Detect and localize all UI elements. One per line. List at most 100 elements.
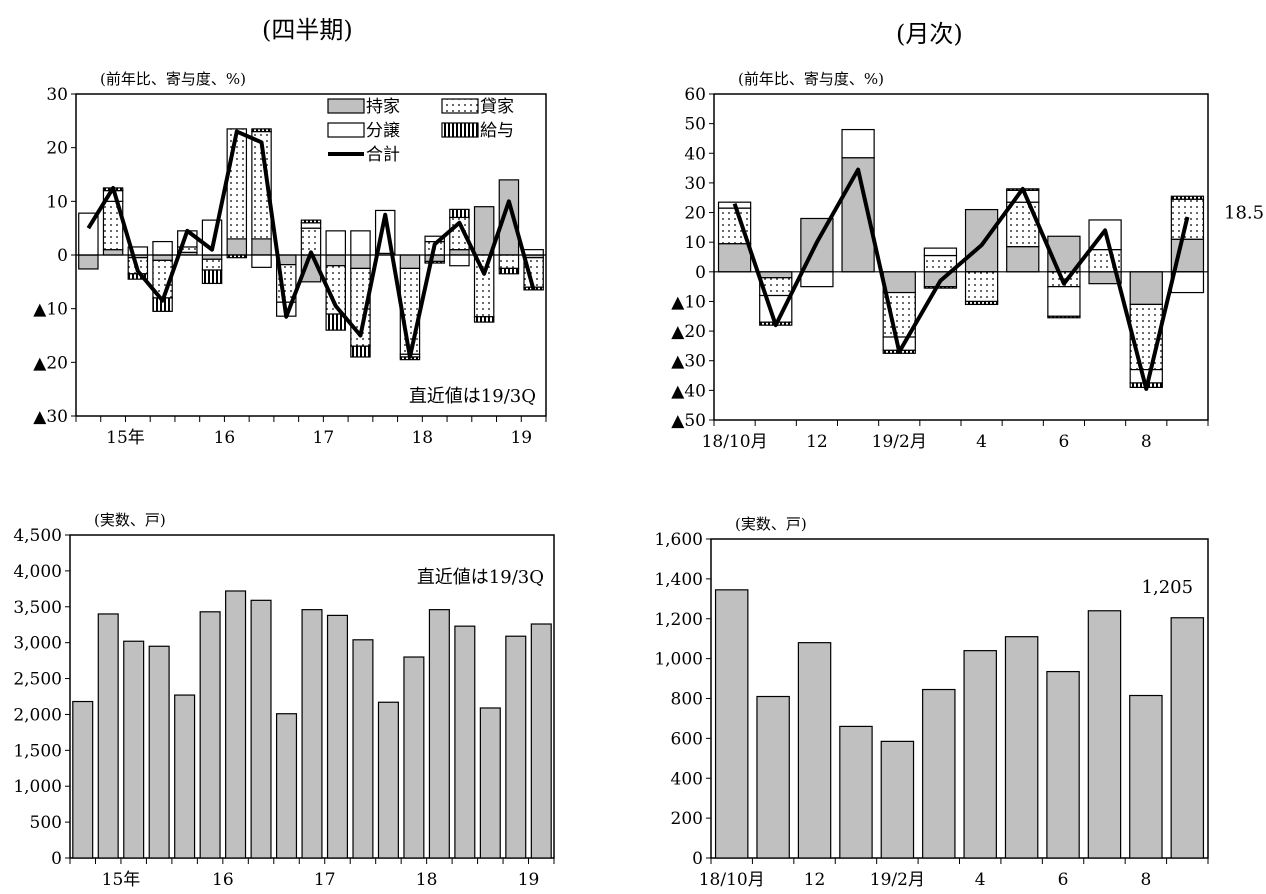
q_contrib-bar-持家-15 — [449, 249, 470, 256]
q_actual-ytick-label: 4,000 — [13, 562, 62, 582]
q_actual-bar-15 — [454, 625, 476, 859]
q_contrib-bar-分譲-11 — [350, 230, 371, 256]
m_contrib-ytick-label: 0 — [695, 263, 706, 283]
m_actual-bar-6 — [963, 650, 997, 859]
q_contrib-bar-給与-15 — [449, 208, 470, 219]
q_contrib-ytick-label: 10 — [46, 192, 68, 212]
q_contrib-bar-持家-16 — [473, 206, 495, 256]
m_actual-bar-7 — [1004, 636, 1039, 859]
m_actual-bar-9 — [1087, 610, 1122, 859]
q_actual-ytick-label: 2,000 — [13, 705, 62, 725]
q_contrib-xtick-label: 18 — [411, 428, 433, 448]
q_contrib-ytick-label: ▲10 — [33, 300, 68, 320]
m_contrib-bar-分譲-5 — [923, 247, 958, 257]
q_contrib-xtick-label: 17 — [313, 428, 335, 448]
q_actual-xtick-label: 18 — [416, 870, 438, 890]
m_contrib-ytick-label: ▲50 — [671, 411, 706, 431]
m_actual-bar-3 — [839, 725, 873, 859]
m_contrib-bar-持家-4 — [882, 271, 916, 294]
q_contrib-bar-持家-0 — [78, 254, 99, 270]
q_actual-bar-18 — [530, 623, 552, 859]
m_contrib-bar-給与-5 — [923, 286, 958, 289]
m_actual-unit-label: (実数、戸) — [735, 515, 807, 533]
m_actual-ytick-label: 200 — [671, 809, 703, 829]
q_actual-bar-6 — [225, 590, 247, 859]
m_contrib-bar-貸家-6 — [964, 271, 999, 303]
m_contrib-ytick-label: 40 — [684, 144, 706, 164]
m_actual-ytick-label: 400 — [671, 769, 703, 789]
q_contrib-bar-給与-9 — [300, 219, 322, 224]
q_contrib-bar-給与-7 — [251, 128, 272, 133]
m_contrib-bar-分譲-2 — [800, 271, 834, 288]
m_contrib-bar-給与-6 — [964, 300, 999, 306]
q_contrib-bar-持家-1 — [102, 249, 124, 256]
legend-swatch-貸家 — [441, 98, 479, 114]
q_contrib-bar-持家-3 — [152, 254, 173, 261]
q_contrib-bar-分譲-3 — [152, 240, 173, 256]
m_actual-xtick-label: 18/10月 — [699, 870, 765, 890]
q_actual-xtick-label: 17 — [314, 870, 336, 890]
q_actual-bar-7 — [250, 599, 272, 859]
q_actual-bar-4 — [174, 694, 196, 859]
q_contrib-bar-持家-10 — [325, 254, 346, 267]
q_actual-bar-2 — [123, 640, 145, 859]
legend-label-給与: 給与 — [480, 121, 514, 141]
m_contrib-ytick-label: 30 — [684, 174, 706, 194]
q_contrib-bar-持家-13 — [399, 254, 421, 270]
q_actual-bar-5 — [199, 611, 221, 859]
q_contrib-bar-分譲-10 — [325, 230, 346, 256]
m_actual-xtick-label: 12 — [804, 870, 826, 890]
q_contrib-ytick-label: 30 — [46, 85, 68, 105]
m_actual-ytick-label: 600 — [671, 729, 703, 749]
m_actual-xtick-label: 8 — [1140, 870, 1151, 890]
q_actual-bar-11 — [352, 639, 374, 859]
m_contrib-ytick-label: ▲10 — [671, 292, 706, 312]
m_actual-bar-11 — [1170, 617, 1205, 859]
q_actual-xtick-label: 15年 — [102, 870, 141, 890]
q_contrib-bar-分譲-14 — [424, 235, 445, 243]
m_contrib-total-line — [732, 167, 1190, 391]
m_contrib-xtick-label: 12 — [806, 432, 828, 452]
q_contrib-xtick-label: 15年 — [106, 428, 145, 448]
m_contrib-bar-分譲-11 — [1170, 271, 1205, 294]
m_contrib-xtick-label: 19/2月 — [872, 432, 927, 452]
q_contrib-bar-給与-17 — [498, 267, 520, 275]
q_contrib-bar-給与-16 — [473, 316, 495, 323]
legend-label-貸家: 貸家 — [480, 97, 514, 117]
m_contrib-xtick-label: 4 — [976, 432, 987, 452]
q_actual-ytick-label: 3,000 — [13, 634, 62, 654]
q_actual-ytick-label: 3,500 — [13, 598, 62, 618]
m_actual-bar-1 — [756, 695, 790, 859]
m_contrib-bar-持家-7 — [1006, 246, 1040, 273]
m_actual-xtick-label: 4 — [975, 870, 986, 890]
q_actual-ytick-label: 0 — [51, 849, 62, 869]
m_contrib-bar-持家-0 — [717, 243, 752, 273]
q_contrib-bar-持家-5 — [201, 254, 223, 260]
q_actual-bar-16 — [479, 707, 501, 859]
q_contrib-bar-持家-11 — [350, 254, 371, 270]
q_actual-ytick-label: 1,500 — [13, 741, 62, 761]
m_actual-ytick-label: 0 — [692, 849, 703, 869]
q_actual-ytick-label: 2,500 — [13, 670, 62, 690]
q_contrib-note: 直近値は19/3Q — [409, 386, 536, 407]
m_actual-bar-4 — [880, 740, 915, 859]
q_actual-ytick-label: 1,000 — [13, 777, 62, 797]
q_contrib-bar-分譲-15 — [449, 254, 470, 267]
q_contrib-bar-分譲-7 — [251, 254, 272, 268]
m_actual-ytick-label: 1,400 — [654, 570, 703, 590]
q_actual-bar-1 — [97, 613, 119, 859]
q_actual-ytick-label: 4,500 — [13, 526, 62, 546]
q_actual-xtick-label: 19 — [518, 870, 540, 890]
q_contrib-bar-貸家-6 — [226, 128, 248, 240]
quarterly-title: (四半期) — [262, 16, 353, 44]
m_actual-bar-8 — [1046, 670, 1080, 859]
q_actual-xtick-label: 16 — [212, 870, 234, 890]
legend-label-合計: 合計 — [366, 145, 400, 165]
m_actual-bar-10 — [1129, 694, 1163, 859]
q_contrib-ytick-label: ▲20 — [33, 353, 68, 373]
q_contrib-ytick-label: 0 — [57, 246, 68, 266]
m_contrib-end-label: 18.5 — [1224, 203, 1264, 224]
q_contrib-bar-持家-14 — [424, 254, 445, 263]
q_contrib-bar-貸家-5 — [201, 258, 223, 271]
